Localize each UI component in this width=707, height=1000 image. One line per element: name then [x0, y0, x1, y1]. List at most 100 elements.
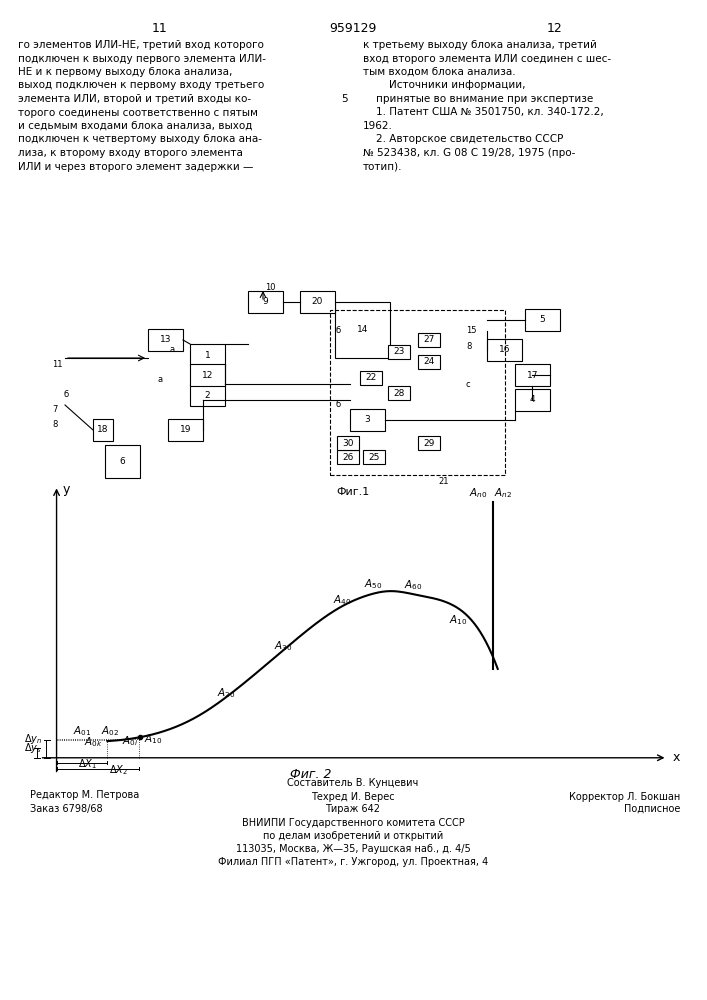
Text: принятые во внимание при экспертизе: принятые во внимание при экспертизе	[363, 94, 593, 104]
Text: $A_{0k}$: $A_{0k}$	[84, 735, 103, 749]
Text: 8: 8	[52, 420, 57, 429]
Text: Заказ 6798/68: Заказ 6798/68	[30, 804, 103, 814]
Bar	[248, 291, 283, 313]
Text: 30: 30	[342, 438, 354, 448]
Text: $A_{60}$: $A_{60}$	[404, 578, 422, 592]
Text: 4: 4	[530, 395, 535, 404]
Text: Источники информации,: Источники информации,	[363, 81, 525, 91]
Text: y: y	[62, 483, 69, 496]
Text: подключен к четвертому выходу блока ана-: подключен к четвертому выходу блока ана-	[18, 134, 262, 144]
Text: $A_{10}$: $A_{10}$	[144, 732, 162, 746]
Text: 25: 25	[368, 452, 380, 462]
Text: выход подключен к первому входу третьего: выход подключен к первому входу третьего	[18, 81, 264, 91]
Text: 2. Авторское свидетельство СССР: 2. Авторское свидетельство СССР	[363, 134, 563, 144]
Text: 13: 13	[160, 336, 171, 344]
Text: вход второго элемента ИЛИ соединен с шес-: вход второго элемента ИЛИ соединен с шес…	[363, 53, 611, 64]
Text: 26: 26	[342, 452, 354, 462]
Text: 8: 8	[466, 342, 472, 351]
Text: 3: 3	[365, 416, 370, 424]
Text: ИЛИ и через второго элемент задержки —: ИЛИ и через второго элемент задержки —	[18, 161, 253, 172]
Text: x: x	[673, 751, 680, 764]
Bar	[337, 450, 359, 464]
Bar	[363, 450, 385, 464]
Text: $\Delta X_2$: $\Delta X_2$	[110, 763, 128, 777]
Bar	[360, 371, 382, 385]
Text: б: б	[335, 326, 340, 335]
Bar	[418, 436, 440, 450]
Text: Тираж 642: Тираж 642	[325, 804, 380, 814]
Text: тотип).: тотип).	[363, 161, 402, 172]
Text: $A_{10}$: $A_{10}$	[449, 613, 467, 627]
Bar	[515, 389, 550, 411]
Text: 14: 14	[357, 326, 368, 334]
Text: и седьмым входами блока анализа, выход: и седьмым входами блока анализа, выход	[18, 121, 252, 131]
Bar	[418, 333, 440, 347]
Text: $A_{20}$: $A_{20}$	[217, 687, 235, 700]
Text: 19: 19	[180, 426, 192, 434]
Text: Подписное: Подписное	[624, 804, 680, 814]
Bar	[388, 386, 410, 400]
Bar	[148, 329, 183, 351]
Text: 10: 10	[265, 283, 276, 292]
Text: 29: 29	[423, 438, 435, 448]
Text: $A_{30}$: $A_{30}$	[274, 639, 292, 653]
Bar	[515, 364, 550, 386]
Text: подключен к выходу первого элемента ИЛИ-: подключен к выходу первого элемента ИЛИ-	[18, 53, 266, 64]
Text: Редактор М. Петрова: Редактор М. Петрова	[30, 790, 139, 800]
Text: $\Delta y_s$: $\Delta y_s$	[24, 741, 42, 755]
Text: лиза, к второму входу второго элемента: лиза, к второму входу второго элемента	[18, 148, 243, 158]
Text: 16: 16	[498, 346, 510, 355]
Text: $A_{50}$: $A_{50}$	[364, 577, 382, 591]
Text: 23: 23	[393, 348, 404, 357]
Text: 12: 12	[547, 22, 563, 35]
Text: 27: 27	[423, 336, 435, 344]
Text: б: б	[64, 390, 69, 399]
Text: 28: 28	[393, 388, 404, 397]
Text: 20: 20	[312, 298, 323, 306]
Text: 11: 11	[152, 22, 168, 35]
Text: 1962.: 1962.	[363, 121, 393, 131]
Text: 18: 18	[98, 426, 109, 434]
Text: Фиг. 2: Фиг. 2	[291, 768, 332, 781]
Text: 1: 1	[204, 351, 211, 360]
Text: 959129: 959129	[329, 22, 377, 35]
Text: $A_{n2}$: $A_{n2}$	[494, 487, 513, 500]
Text: $A_{0i}$: $A_{0i}$	[122, 734, 138, 748]
Text: $\Delta y_n$: $\Delta y_n$	[23, 732, 42, 746]
Bar	[525, 309, 560, 331]
Bar	[335, 302, 390, 358]
Text: $A_{02}$: $A_{02}$	[101, 724, 119, 738]
Text: 21: 21	[438, 477, 448, 486]
Bar	[93, 419, 113, 441]
Text: 6: 6	[119, 457, 125, 466]
Bar	[190, 364, 225, 386]
Text: по делам изобретений и открытий: по делам изобретений и открытий	[263, 831, 443, 841]
Bar	[337, 436, 359, 450]
Text: торого соединены соответственно с пятым: торого соединены соответственно с пятым	[18, 107, 258, 117]
Bar	[190, 344, 225, 366]
Text: № 523438, кл. G 08 C 19/28, 1975 (про-: № 523438, кл. G 08 C 19/28, 1975 (про-	[363, 148, 575, 158]
Text: Фиг.1: Фиг.1	[337, 487, 370, 497]
Text: 5: 5	[341, 94, 349, 104]
Text: Составитель В. Кунцевич: Составитель В. Кунцевич	[287, 778, 419, 788]
Bar	[168, 419, 203, 441]
Text: элемента ИЛИ, второй и третий входы ко-: элемента ИЛИ, второй и третий входы ко-	[18, 94, 251, 104]
Bar	[105, 445, 140, 478]
Text: б: б	[335, 400, 340, 409]
Text: a: a	[158, 375, 163, 384]
Text: 17: 17	[527, 370, 538, 379]
Text: Филиал ПГП «Патент», г. Ужгород, ул. Проектная, 4: Филиал ПГП «Патент», г. Ужгород, ул. Про…	[218, 857, 488, 867]
Text: 11: 11	[52, 360, 62, 369]
Text: к третьему выходу блока анализа, третий: к третьему выходу блока анализа, третий	[363, 40, 597, 50]
Text: ВНИИПИ Государственного комитета СССР: ВНИИПИ Государственного комитета СССР	[242, 818, 464, 828]
Text: 7: 7	[52, 405, 57, 414]
Text: 1. Патент США № 3501750, кл. 340-172.2,: 1. Патент США № 3501750, кл. 340-172.2,	[363, 107, 604, 117]
Bar	[190, 384, 225, 406]
Text: $A_{40}$: $A_{40}$	[333, 594, 351, 607]
Bar	[388, 345, 410, 359]
Bar	[350, 409, 385, 431]
Bar	[300, 291, 335, 313]
Bar	[330, 310, 505, 475]
Text: тым входом блока анализа.: тым входом блока анализа.	[363, 67, 515, 77]
Text: Техред И. Верес: Техред И. Верес	[311, 792, 395, 802]
